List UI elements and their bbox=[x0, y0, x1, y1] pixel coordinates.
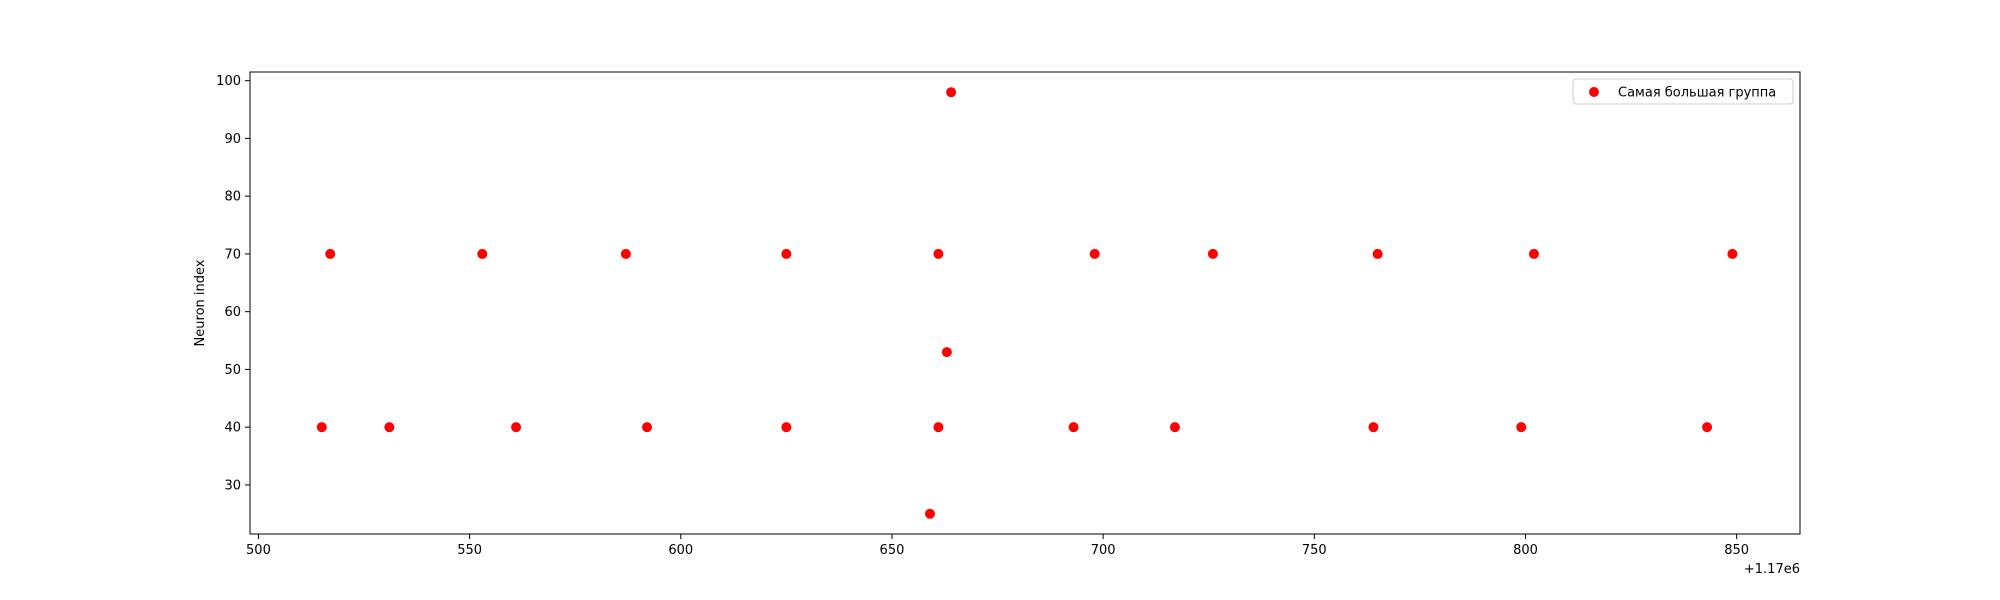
data-point bbox=[325, 248, 336, 259]
x-tick-label: 650 bbox=[880, 543, 905, 558]
data-point bbox=[384, 422, 395, 433]
data-point bbox=[1207, 248, 1218, 259]
data-point bbox=[1089, 248, 1100, 259]
y-tick-label: 70 bbox=[224, 247, 241, 262]
y-axis: 30 40 50 60 70 80 90 100 bbox=[216, 74, 250, 493]
data-point bbox=[946, 87, 957, 98]
y-tick-label: 60 bbox=[224, 305, 241, 320]
data-point bbox=[781, 422, 792, 433]
data-point bbox=[933, 422, 944, 433]
x-tick-label: 550 bbox=[457, 543, 482, 558]
y-tick-label: 100 bbox=[216, 74, 241, 89]
x-tick-label: 700 bbox=[1091, 543, 1116, 558]
data-point bbox=[477, 248, 488, 259]
data-point bbox=[924, 508, 935, 519]
legend-marker bbox=[1589, 87, 1599, 97]
x-tick-label: 850 bbox=[1724, 543, 1749, 558]
y-tick-label: 80 bbox=[224, 190, 241, 205]
x-tick-label: 600 bbox=[668, 543, 693, 558]
data-point bbox=[1528, 248, 1539, 259]
legend: Самая большая группа bbox=[1572, 78, 1794, 105]
y-axis-label: Neuron index bbox=[193, 259, 208, 346]
data-point bbox=[1169, 422, 1180, 433]
y-tick-label: 50 bbox=[224, 363, 241, 378]
data-point bbox=[511, 422, 522, 433]
data-points bbox=[316, 87, 1738, 519]
data-point bbox=[316, 422, 327, 433]
x-tick-label: 500 bbox=[246, 543, 271, 558]
data-point bbox=[781, 248, 792, 259]
data-point bbox=[933, 248, 944, 259]
x-axis: 500 550 600 650 700 750 800 850 bbox=[246, 534, 1749, 558]
data-point bbox=[1727, 248, 1738, 259]
x-tick-label: 800 bbox=[1513, 543, 1538, 558]
data-point bbox=[941, 347, 952, 358]
x-tick-label: 750 bbox=[1302, 543, 1327, 558]
data-point bbox=[642, 422, 653, 433]
x-offset-label: +1.17e6 bbox=[1744, 562, 1800, 577]
data-point bbox=[620, 248, 631, 259]
data-point bbox=[1702, 422, 1713, 433]
plot-frame bbox=[249, 71, 1801, 535]
data-point bbox=[1068, 422, 1079, 433]
y-tick-label: 90 bbox=[224, 132, 241, 147]
y-tick-label: 40 bbox=[224, 421, 241, 436]
data-point bbox=[1368, 422, 1379, 433]
y-tick-label: 30 bbox=[224, 478, 241, 493]
data-point bbox=[1372, 248, 1383, 259]
legend-box bbox=[1572, 78, 1794, 105]
legend-label: Самая большая группа bbox=[1618, 86, 1776, 101]
data-point bbox=[1516, 422, 1527, 433]
